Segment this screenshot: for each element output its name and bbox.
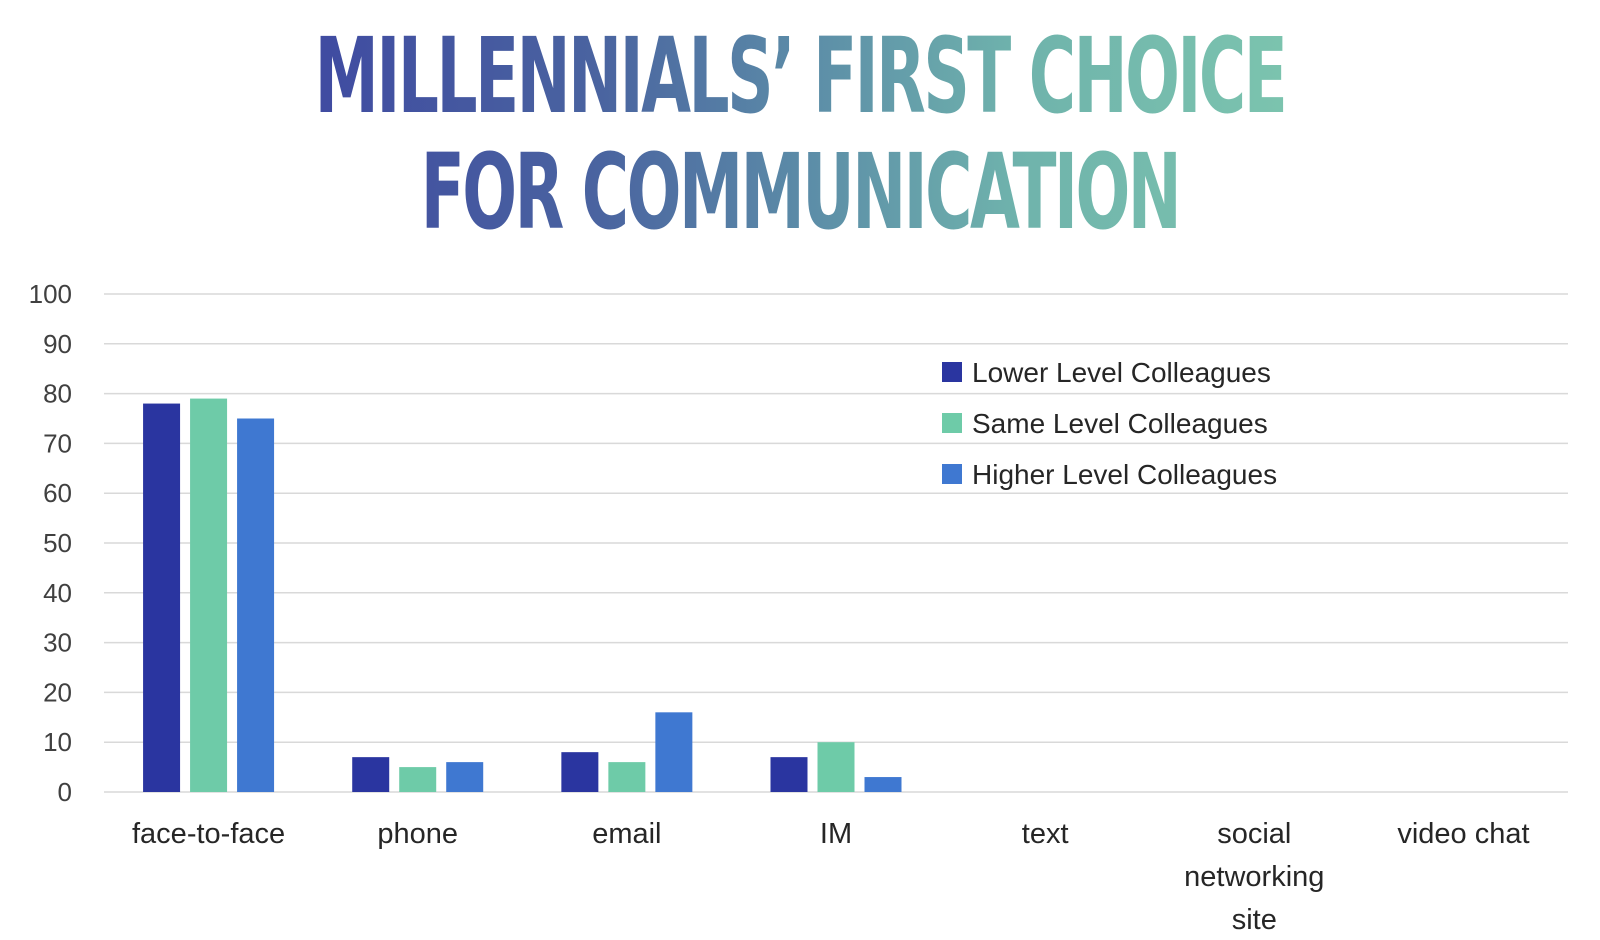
x-category-label: video chat: [1397, 818, 1529, 850]
x-category-label: social networking site: [1184, 818, 1324, 936]
x-category-label: email: [592, 818, 661, 850]
legend: Lower Level Colleagues Same Level Colleag…: [942, 357, 1277, 490]
bar: [770, 757, 808, 792]
legend-swatch: [942, 464, 962, 484]
y-tick-label: 0: [58, 777, 72, 807]
x-category-label: phone: [377, 818, 458, 850]
legend-label: Higher Level Colleagues: [972, 459, 1277, 490]
y-tick-label: 60: [43, 478, 72, 508]
y-tick-label: 80: [43, 379, 72, 409]
y-tick-label: 30: [43, 628, 72, 658]
x-category-label: face-to-face: [132, 818, 285, 850]
y-tick-label: 10: [43, 727, 72, 757]
bar: [446, 762, 484, 792]
bar: [143, 403, 181, 792]
bars: [143, 398, 902, 792]
y-tick-label: 70: [43, 428, 72, 458]
bar: [655, 712, 693, 792]
gridlines: [104, 293, 1568, 793]
x-category-label: IM: [820, 818, 852, 850]
legend-label: Same Level Colleagues: [972, 408, 1268, 439]
y-tick-label: 100: [29, 279, 72, 309]
y-axis-tick-labels: 0 10 20 30 40 50 60 70 80 90 100: [29, 279, 72, 807]
x-category-label: text: [1022, 818, 1069, 850]
bar: [190, 398, 228, 792]
bar: [561, 752, 599, 792]
legend-swatch: [942, 413, 962, 433]
legend-label: Lower Level Colleagues: [972, 357, 1271, 388]
y-tick-label: 40: [43, 578, 72, 608]
bar: [817, 742, 855, 792]
legend-swatch: [942, 362, 962, 382]
chart-title: MILLENNIALS’ FIRST CHOICE FOR COMMUNICAT…: [304, 18, 1296, 250]
bar: [352, 757, 390, 792]
chart-title-line-2: FOR COMMUNICATION: [304, 134, 1296, 250]
y-tick-label: 90: [43, 329, 72, 359]
y-tick-label: 20: [43, 677, 72, 707]
bar: [608, 762, 646, 792]
y-tick-label: 50: [43, 528, 72, 558]
bar: [237, 418, 275, 792]
chart-title-line-1: MILLENNIALS’ FIRST CHOICE: [304, 18, 1296, 134]
x-axis-category-labels: face-to-face phone email IM text social networ…: [132, 818, 1530, 936]
bar: [399, 767, 437, 792]
bar: [864, 777, 902, 792]
